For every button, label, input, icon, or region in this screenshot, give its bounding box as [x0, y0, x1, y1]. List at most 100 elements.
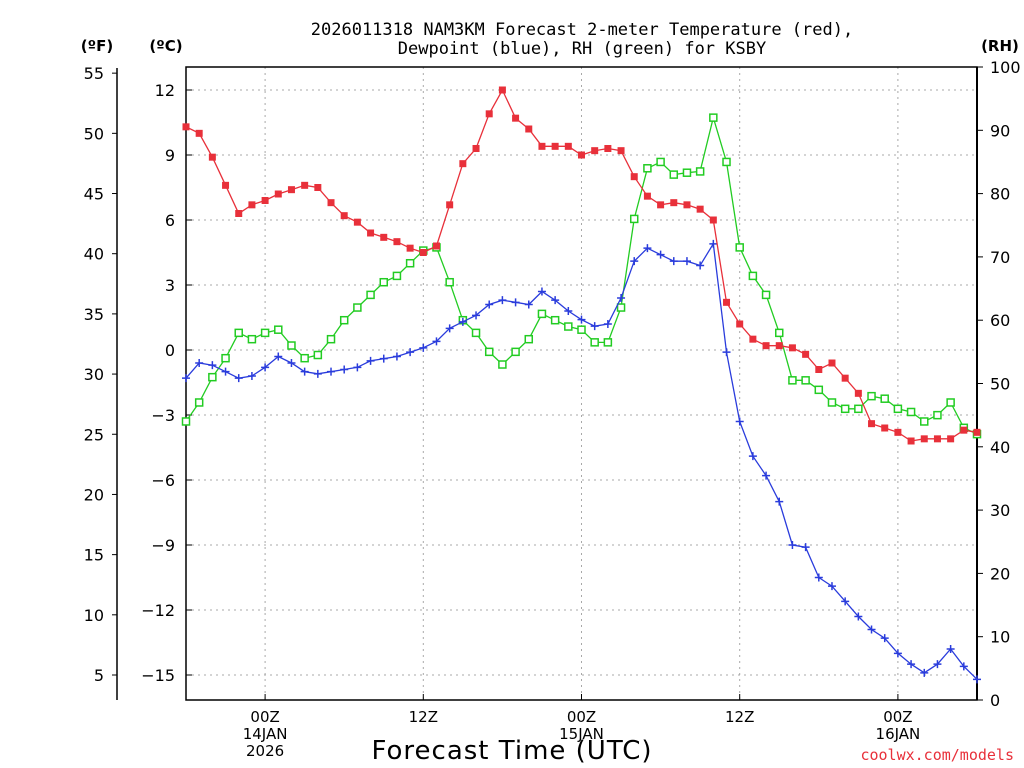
- celsius-unit-label: (ºC): [149, 37, 182, 55]
- celsius-tick-label: 6: [165, 211, 175, 230]
- rh-point: [577, 325, 586, 334]
- dewpoint-point: [195, 359, 204, 367]
- celsius-tick-label: 3: [165, 276, 175, 295]
- celsius-tick-label: −6: [151, 471, 175, 490]
- temperature-point: [235, 210, 243, 217]
- dewpoint-point: [234, 374, 243, 383]
- temperature-point: [868, 420, 876, 428]
- dewpoint-point: [893, 649, 902, 658]
- rh-point: [695, 167, 705, 176]
- dewpoint-point: [696, 261, 705, 270]
- temperature-point: [340, 212, 348, 220]
- rh-unit-label: (RH): [981, 37, 1019, 55]
- fahrenheit-tick-label: 10: [84, 606, 104, 625]
- temperature-point: [367, 229, 375, 237]
- rh-point: [735, 243, 744, 252]
- dewpoint-point: [656, 250, 665, 259]
- dewpoint-point: [630, 257, 639, 266]
- dewpoint-point: [182, 374, 190, 383]
- rh-point: [353, 303, 362, 312]
- rh-point: [221, 353, 230, 363]
- temperature-point: [683, 201, 691, 209]
- dewpoint-point: [788, 541, 797, 549]
- rh-point: [788, 376, 797, 385]
- temperature-point: [498, 86, 506, 94]
- dewpoint-point: [880, 634, 889, 643]
- rh-point: [524, 334, 534, 344]
- rh-point: [564, 322, 573, 331]
- dewpoint-point: [511, 298, 520, 307]
- temperature-point: [432, 242, 440, 250]
- rh-point: [537, 309, 547, 319]
- dewpoint-point: [524, 300, 533, 309]
- fahrenheit-tick-label: 45: [84, 185, 104, 204]
- temperature-point: [854, 389, 862, 397]
- temperature-point: [446, 201, 454, 209]
- rh-point: [379, 277, 388, 287]
- dewpoint-point: [406, 348, 415, 357]
- rh-point: [840, 404, 850, 414]
- temperature-point: [301, 181, 309, 189]
- celsius-tick-label: −12: [141, 601, 175, 620]
- temperature-point: [208, 153, 216, 161]
- temperature-point: [762, 342, 770, 350]
- rh-point: [194, 398, 204, 407]
- rh-tick-label: 20: [990, 564, 1010, 583]
- dewpoint-point: [973, 675, 981, 684]
- x-tick-label: 00Z: [883, 708, 912, 726]
- rh-point: [682, 168, 692, 177]
- dewpoint-point: [841, 597, 850, 606]
- temperature-point: [327, 199, 335, 207]
- temperature-point: [578, 151, 585, 159]
- rh-series: [181, 113, 982, 439]
- rh-point: [339, 315, 349, 325]
- rh-point: [274, 325, 283, 334]
- celsius-tick-label: −9: [151, 536, 175, 555]
- temperature-point: [775, 342, 783, 350]
- dewpoint-point: [643, 244, 652, 253]
- dewpoint-point: [485, 300, 494, 309]
- temperature-point: [406, 244, 414, 252]
- rh-point: [603, 338, 613, 347]
- rh-point: [867, 391, 876, 401]
- temperature-point: [643, 192, 651, 200]
- dewpoint-point: [353, 363, 362, 372]
- temperature-point: [815, 366, 823, 373]
- fahrenheit-tick-label: 20: [84, 485, 104, 504]
- fahrenheit-tick-label: 15: [84, 546, 104, 565]
- rh-point: [893, 404, 903, 414]
- rh-point: [814, 385, 824, 395]
- temperature-point: [841, 374, 849, 382]
- dewpoint-point: [551, 296, 560, 305]
- temperature-point: [670, 199, 678, 207]
- dewpoint-point: [379, 354, 388, 363]
- dewpoint-point: [907, 660, 916, 669]
- dewpoint-point: [854, 612, 863, 621]
- rh-point: [946, 398, 955, 407]
- rh-point: [748, 271, 758, 281]
- rh-point: [709, 113, 718, 122]
- dewpoint-point: [432, 337, 441, 346]
- rh-tick-label: 80: [990, 185, 1010, 204]
- temperature-point: [788, 344, 796, 352]
- x-tick-label: 12Z: [409, 708, 438, 726]
- rh-point: [656, 157, 665, 167]
- temperature-point: [222, 181, 230, 189]
- temperature-point: [591, 147, 599, 155]
- temperature-point: [933, 435, 941, 443]
- x-tick-label: 00Z: [567, 708, 596, 726]
- fahrenheit-tick-label: 55: [84, 64, 104, 83]
- rh-tick-label: 100: [990, 58, 1021, 77]
- dewpoint-point: [274, 352, 283, 361]
- temperature-point: [551, 142, 559, 150]
- rh-point: [933, 410, 942, 420]
- rh-tick-label: 10: [990, 628, 1010, 647]
- rh-point: [366, 290, 375, 300]
- rh-point: [313, 350, 323, 360]
- rh-point: [775, 328, 784, 338]
- x-tick-label: 2026: [246, 742, 284, 760]
- temperature-point: [459, 160, 467, 168]
- dewpoint-point: [827, 582, 836, 591]
- temperature-point: [380, 233, 388, 241]
- rh-point: [920, 417, 929, 426]
